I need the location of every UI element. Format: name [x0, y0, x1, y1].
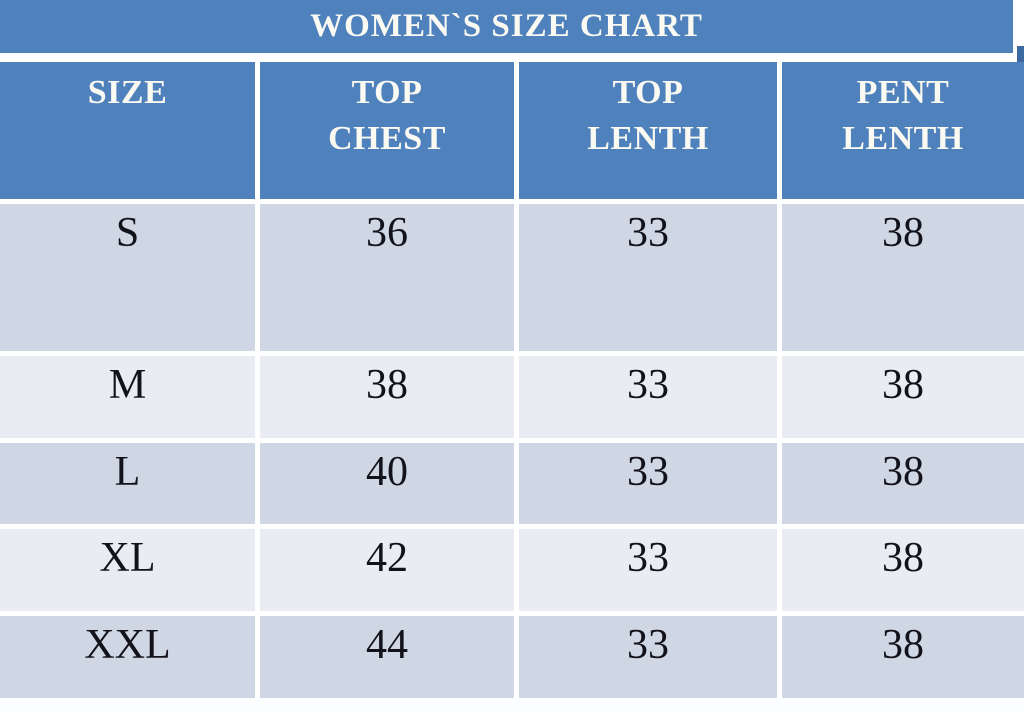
value-cell-s-top-lenth: 33 — [519, 204, 777, 351]
value-cell-l-pent-lenth: 38 — [782, 443, 1024, 524]
size-table: SIZE TOP CHEST TOP LENTH PENT LENTH S 36… — [0, 62, 1024, 698]
value-cell-l-top-chest: 40 — [260, 443, 514, 524]
value-cell-xxl-top-chest: 44 — [260, 616, 514, 698]
value-cell-s-top-chest: 36 — [260, 204, 514, 351]
title-corner-sliver — [1017, 46, 1024, 62]
value-cell-xxl-top-lenth: 33 — [519, 616, 777, 698]
chart-title: WOMEN`S SIZE CHART — [310, 8, 703, 44]
size-cell-m: M — [0, 356, 255, 438]
value-cell-m-top-lenth: 33 — [519, 356, 777, 438]
size-cell-xl: XL — [0, 529, 255, 611]
value-cell-m-pent-lenth: 38 — [782, 356, 1024, 438]
bottom-margin-strip — [0, 698, 1024, 711]
value-cell-xxl-pent-lenth: 38 — [782, 616, 1024, 698]
size-cell-s: S — [0, 204, 255, 351]
value-cell-l-top-lenth: 33 — [519, 443, 777, 524]
value-cell-s-pent-lenth: 38 — [782, 204, 1024, 351]
value-cell-xl-top-chest: 42 — [260, 529, 514, 611]
size-cell-xxl: XXL — [0, 616, 255, 698]
title-band: WOMEN`S SIZE CHART — [0, 0, 1024, 62]
value-cell-xl-top-lenth: 33 — [519, 529, 777, 611]
size-cell-l: L — [0, 443, 255, 524]
column-header-top-lenth: TOP LENTH — [519, 62, 777, 199]
column-header-top-chest: TOP CHEST — [260, 62, 514, 199]
value-cell-m-top-chest: 38 — [260, 356, 514, 438]
column-header-size: SIZE — [0, 62, 255, 199]
value-cell-xl-pent-lenth: 38 — [782, 529, 1024, 611]
column-header-pent-lenth: PENT LENTH — [782, 62, 1024, 199]
chart-title-bar: WOMEN`S SIZE CHART — [0, 0, 1013, 53]
